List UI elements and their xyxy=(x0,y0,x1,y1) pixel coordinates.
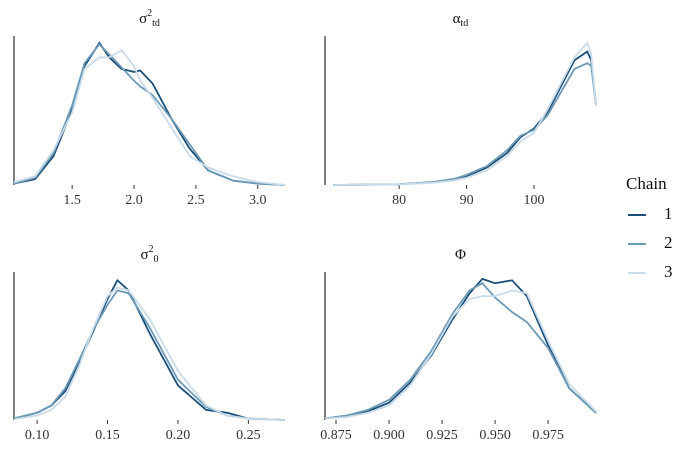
x-tick-label: 0.25 xyxy=(236,428,261,443)
title-main: Φ xyxy=(455,247,466,263)
x-tick-label: 0.20 xyxy=(166,428,191,443)
density-line xyxy=(13,278,286,421)
title-main: σ xyxy=(140,247,148,263)
density-line xyxy=(324,289,597,420)
density-line xyxy=(13,289,286,421)
density-line xyxy=(13,286,286,421)
density-line xyxy=(333,50,597,186)
x-tick-label: 0.900 xyxy=(373,428,405,443)
title-main: σ xyxy=(139,11,147,27)
x-tick-label: 3.0 xyxy=(249,193,267,208)
x-tick-label: 2.5 xyxy=(187,193,205,208)
x-tick-label: 0.15 xyxy=(95,428,120,443)
x-tick-label: 2.0 xyxy=(125,193,143,208)
legend-label: 1 xyxy=(664,204,673,223)
legend-label: 3 xyxy=(664,262,673,281)
density-line xyxy=(13,48,286,186)
x-tick-label: 0.975 xyxy=(532,428,564,443)
title-sup: 2 xyxy=(149,244,154,255)
x-tick-label: 80 xyxy=(392,193,406,208)
title-sub: td xyxy=(461,18,469,29)
panel-title: σ2td xyxy=(139,8,160,29)
x-tick-label: 0.10 xyxy=(25,428,50,443)
legend-title: Chain xyxy=(626,174,667,193)
legend-label: 2 xyxy=(664,233,673,252)
title-main: α xyxy=(453,11,461,27)
density-line xyxy=(13,41,286,186)
x-tick-label: 90 xyxy=(460,193,474,208)
x-tick-label: 0.925 xyxy=(426,428,458,443)
x-tick-label: 1.5 xyxy=(63,193,81,208)
panel-title: Φ xyxy=(455,247,466,263)
density-line xyxy=(333,41,597,186)
density-line xyxy=(13,42,286,186)
panel-title: αtd xyxy=(453,11,469,29)
panel-title: σ20 xyxy=(140,244,158,265)
title-sub: td xyxy=(152,18,160,29)
density-line xyxy=(324,277,597,420)
title-sup: 2 xyxy=(147,8,152,19)
x-tick-label: 100 xyxy=(523,193,544,208)
x-tick-label: 0.950 xyxy=(479,428,511,443)
density-line xyxy=(333,62,597,186)
density-line xyxy=(324,282,597,420)
title-sub: 0 xyxy=(154,254,159,265)
x-tick-label: 0.875 xyxy=(320,428,352,443)
